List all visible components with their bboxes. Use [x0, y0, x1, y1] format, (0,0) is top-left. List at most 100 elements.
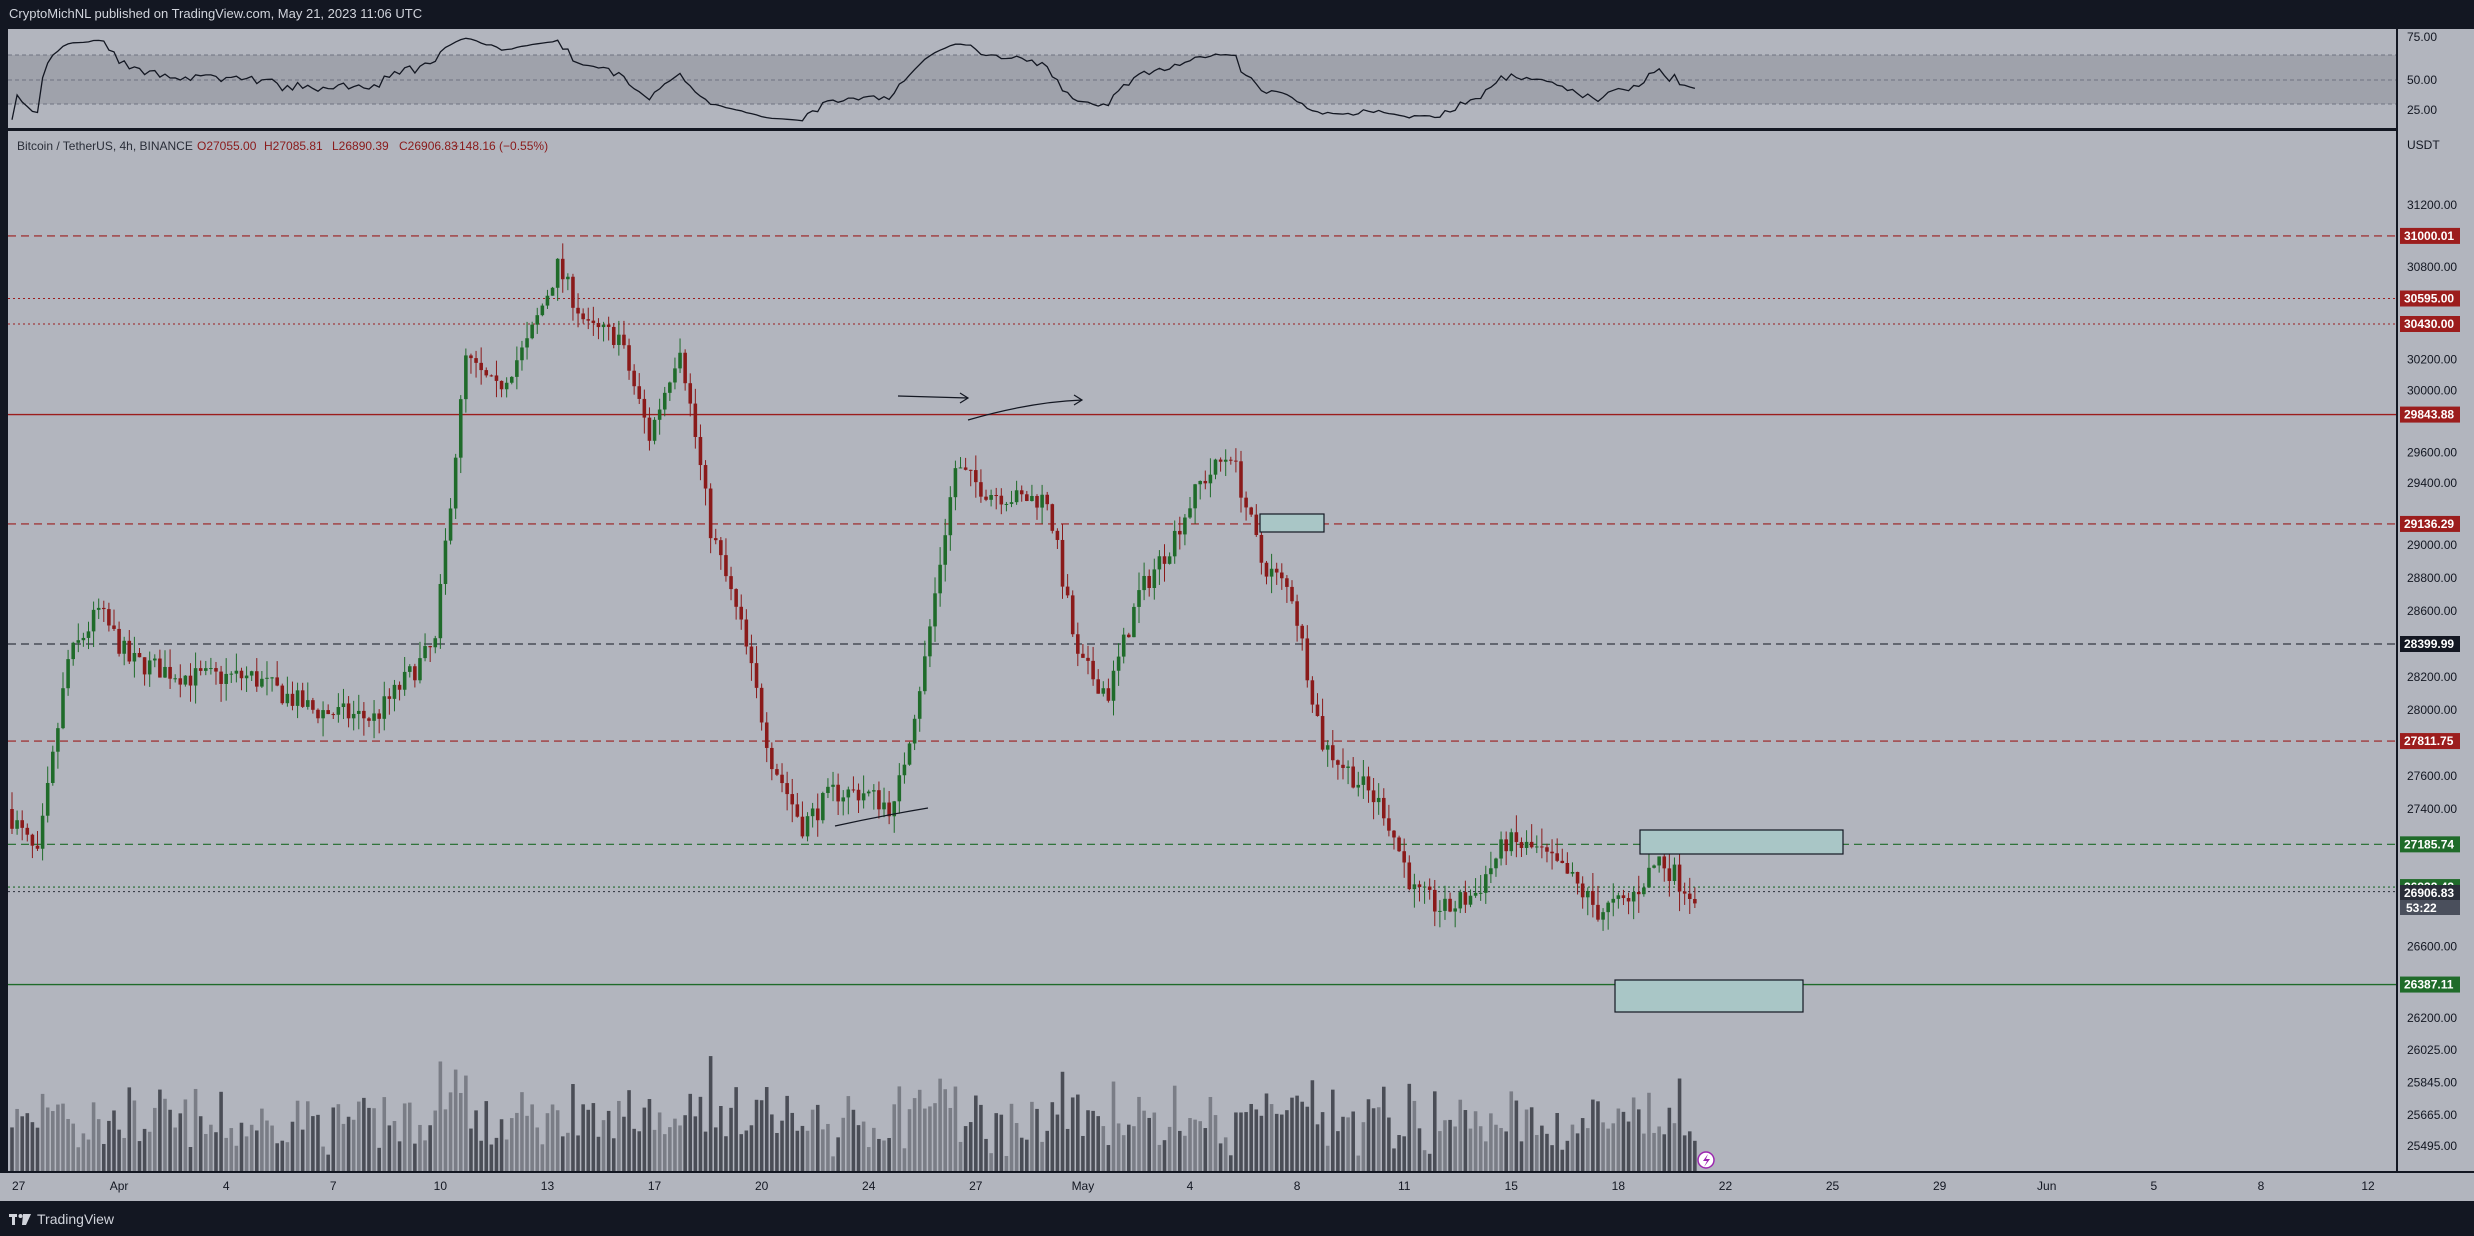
volume-bar [1361, 1122, 1366, 1171]
candle-body [326, 710, 330, 715]
volume-bar [112, 1110, 116, 1171]
candle-body [1422, 886, 1427, 888]
candle-body [571, 276, 575, 308]
candle-body [321, 710, 325, 719]
candle-body [35, 845, 40, 849]
volume-bar [683, 1115, 687, 1171]
volume-bar [1290, 1097, 1294, 1171]
volume-bar [540, 1144, 545, 1171]
volume-bar [45, 1107, 50, 1171]
candle-body [1366, 776, 1371, 791]
candle-body [545, 295, 550, 306]
volume-bar [1055, 1114, 1060, 1171]
volume-bar [356, 1101, 361, 1171]
volume-bar [515, 1112, 519, 1171]
volume-bar [387, 1125, 392, 1171]
volume-bar [984, 1138, 988, 1171]
countdown-value: 53:22 [2406, 901, 2437, 915]
candle-body [1387, 818, 1391, 831]
candle-body [703, 465, 708, 489]
tradingview-logo[interactable]: TradingView [9, 1203, 114, 1236]
volume-bar [367, 1107, 371, 1171]
x-tick-label: 13 [541, 1179, 555, 1193]
volume-bar [591, 1103, 596, 1171]
candle-body [219, 671, 223, 684]
volume-bar [494, 1137, 499, 1171]
volume-bar [1086, 1110, 1090, 1171]
volume-bar [1060, 1071, 1065, 1171]
y-tick-label: 30200.00 [2407, 353, 2457, 367]
volume-bar [958, 1141, 963, 1171]
candle-body [902, 764, 907, 776]
volume-bar [1045, 1130, 1049, 1171]
y-tick-label: 29000.00 [2407, 538, 2457, 552]
x-tick-label: 10 [434, 1179, 448, 1193]
volume-bar [1381, 1086, 1386, 1171]
volume-bar [188, 1146, 193, 1171]
volume-bar [1116, 1123, 1121, 1171]
candle-body [479, 362, 483, 371]
volume-bar [953, 1086, 958, 1171]
candle-body [402, 671, 407, 690]
volume-bar [285, 1142, 290, 1171]
volume-bar [127, 1087, 132, 1171]
candle-body [469, 355, 473, 359]
volume-bar [530, 1104, 534, 1171]
volume-bar [1025, 1139, 1029, 1171]
volume-bar [1030, 1101, 1034, 1171]
volume-bar [1280, 1114, 1284, 1171]
candle-body [448, 508, 453, 541]
volume-bar [719, 1106, 723, 1171]
candle-body [1693, 899, 1697, 904]
volume-bar [1580, 1118, 1585, 1171]
candle-body [229, 673, 234, 675]
volume-bar [1366, 1099, 1371, 1171]
volume-bar [1208, 1096, 1213, 1171]
volume-bar [999, 1114, 1004, 1171]
publish-text: CryptoMichNL published on TradingView.co… [9, 6, 423, 21]
candle-body [596, 323, 601, 328]
volume-bar [1269, 1104, 1274, 1171]
candle-body [1529, 841, 1534, 848]
x-tick-label: 8 [1294, 1179, 1301, 1193]
candle-body [1152, 569, 1157, 588]
price-tag-label: 27811.75 [2404, 734, 2454, 748]
candle-body [504, 382, 509, 390]
chart-area[interactable]: 75.00 50.00 25.00 USDT Bitcoin / TetherU… [0, 0, 2474, 1203]
volume-bar [1606, 1128, 1610, 1171]
x-tick-label: 12 [2361, 1179, 2375, 1193]
volume-bar [933, 1103, 937, 1171]
candle-body [1489, 868, 1493, 875]
y-tick-label: 27600.00 [2407, 769, 2457, 783]
volume-bar [560, 1136, 565, 1171]
volume-bar [1004, 1155, 1009, 1171]
volume-bar [1504, 1131, 1508, 1171]
tradingview-logo-icon [9, 1213, 31, 1225]
price-tag-label: 27185.74 [2404, 837, 2454, 851]
volume-bar [907, 1109, 912, 1171]
volume-bar [902, 1148, 907, 1171]
candle-body [260, 678, 264, 687]
candle-body [989, 495, 993, 500]
volume-bar [428, 1125, 432, 1171]
volume-bar [418, 1124, 422, 1171]
volume-bar [943, 1089, 948, 1171]
volume-bar [91, 1102, 96, 1171]
candle-body [15, 820, 19, 829]
volume-bar [1172, 1085, 1177, 1171]
candle-body [805, 816, 810, 837]
volume-bar [851, 1109, 856, 1171]
candle-body [1132, 606, 1136, 638]
volume-bar [1687, 1131, 1692, 1171]
volume-bar [1570, 1124, 1575, 1171]
x-tick-label: 4 [223, 1179, 230, 1193]
candle-body [673, 368, 677, 383]
price-tag-label: 30595.00 [2404, 292, 2454, 306]
volume-bar [581, 1104, 585, 1171]
volume-bar [1540, 1125, 1544, 1171]
volume-bar [821, 1129, 825, 1171]
volume-bar [968, 1122, 973, 1171]
volume-bar [1188, 1118, 1192, 1171]
volume-bar [1427, 1153, 1432, 1171]
volume-bar [1305, 1106, 1310, 1171]
